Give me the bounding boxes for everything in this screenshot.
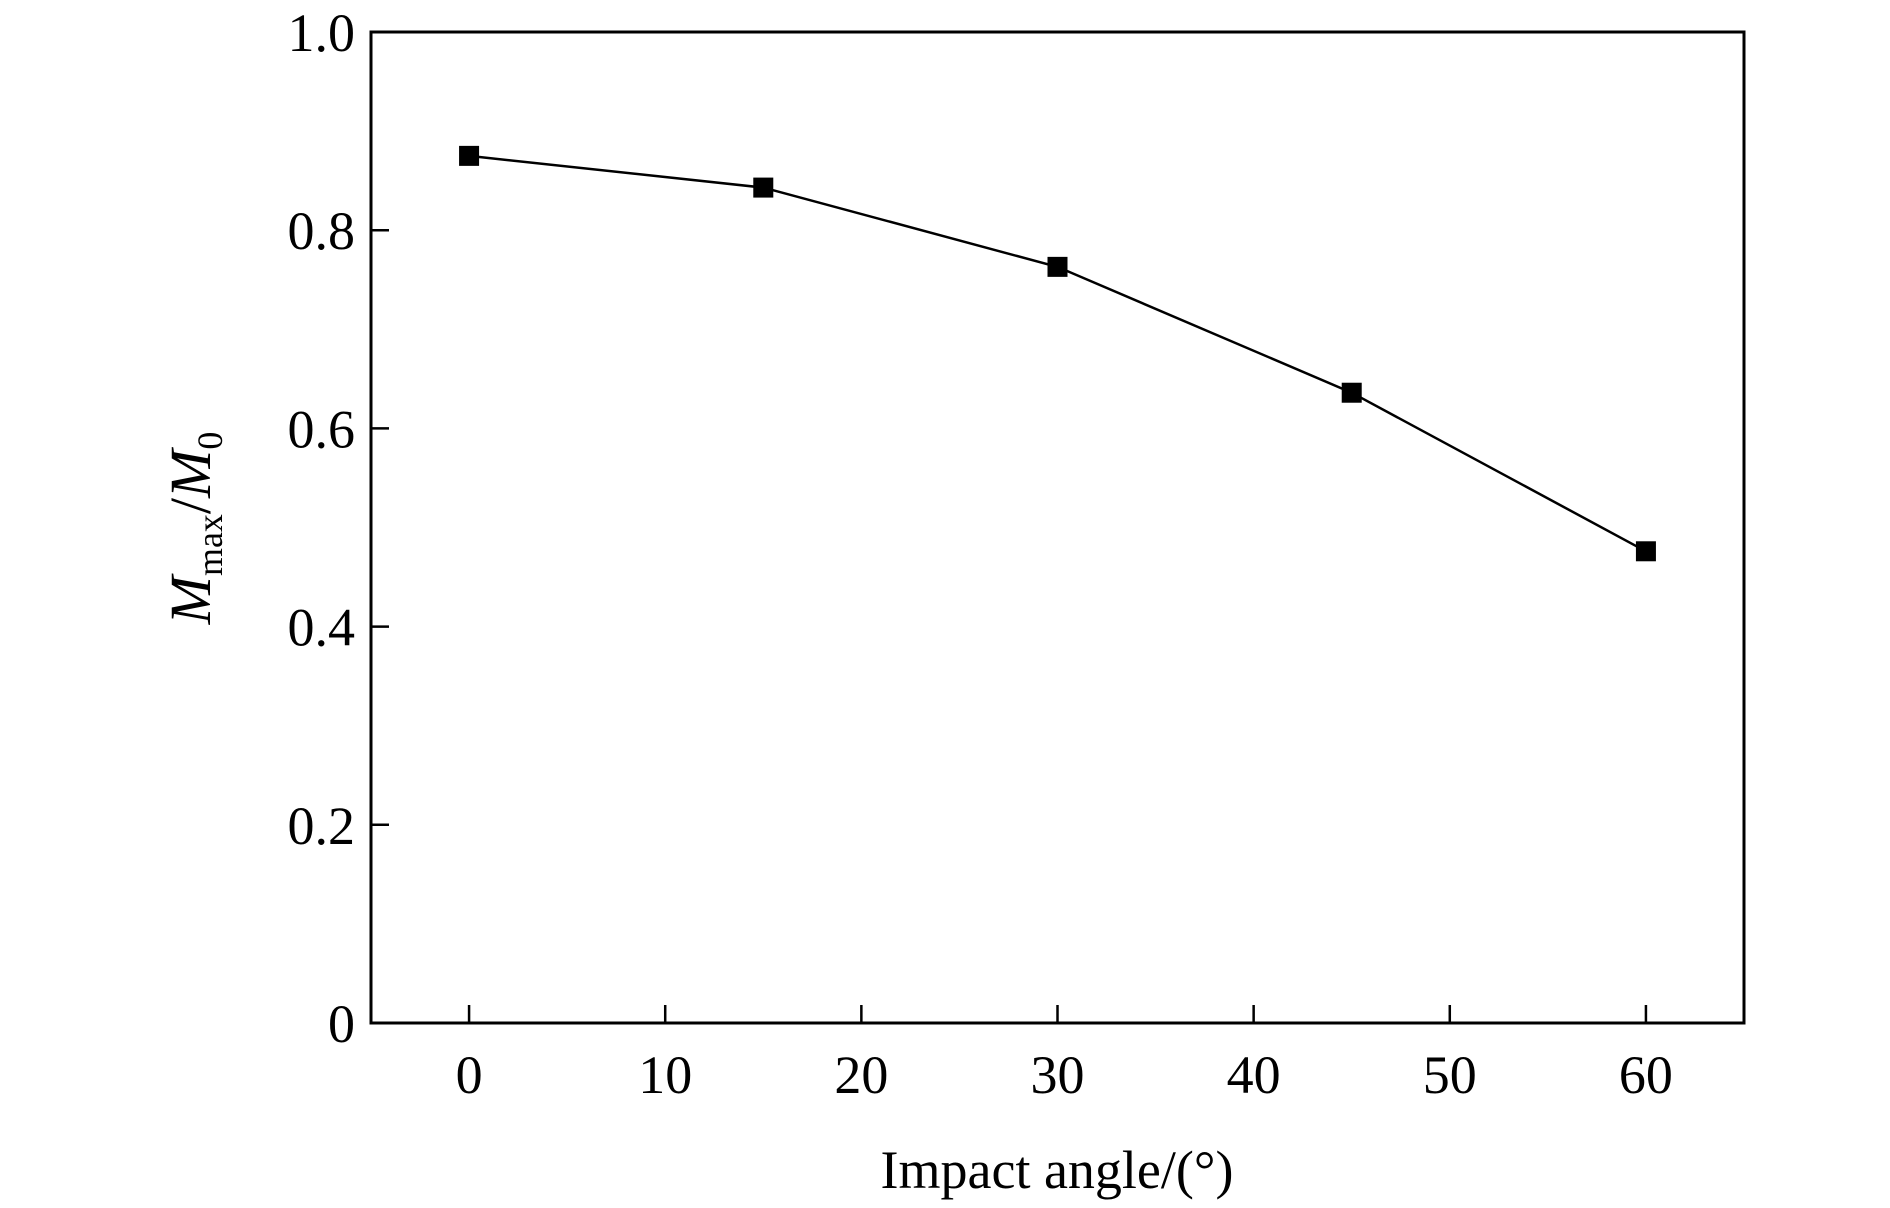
series-markers [459,145,1656,562]
x-tick-label-5: 50 [1423,1045,1477,1105]
data-point-0 [459,145,480,166]
x-tick-label-0: 0 [456,1045,483,1105]
data-point-3 [1341,382,1362,403]
x-tick-label-4: 40 [1227,1045,1281,1105]
plot-frame [369,30,1746,1025]
y-axis-title-sub2: 0 [190,432,230,450]
x-tick-label-3: 30 [1031,1045,1085,1105]
y-tick-label-2: 0.4 [288,598,356,658]
data-point-1 [753,177,774,198]
y-tick-label-4: 0.8 [288,201,356,261]
x-axis-title: Impact angle/(°) [881,1140,1234,1200]
y-axis-title: Mmax/M0 [158,432,230,626]
data-point-4 [1635,541,1656,562]
y-tick-label-1: 0.2 [288,796,356,856]
x-tick-label-6: 60 [1619,1045,1673,1105]
data-point-2 [1047,256,1068,277]
y-axis: 0 0.2 0.4 0.6 0.8 1.0 [288,3,389,1054]
series-line [468,154,1647,553]
y-axis-title-main2: M [158,447,223,499]
y-tick-label-0: 0 [328,994,355,1054]
y-tick-label-3: 0.6 [288,399,356,459]
y-axis-title-sep: / [158,497,223,514]
y-axis-title-main: M [158,573,223,625]
x-tick-label-1: 10 [638,1045,692,1105]
x-axis: 0 10 20 30 40 50 60 [456,1005,1673,1105]
y-tick-label-5: 1.0 [288,3,356,63]
x-tick-label-2: 20 [834,1045,888,1105]
y-axis-title-sub: max [190,514,230,576]
